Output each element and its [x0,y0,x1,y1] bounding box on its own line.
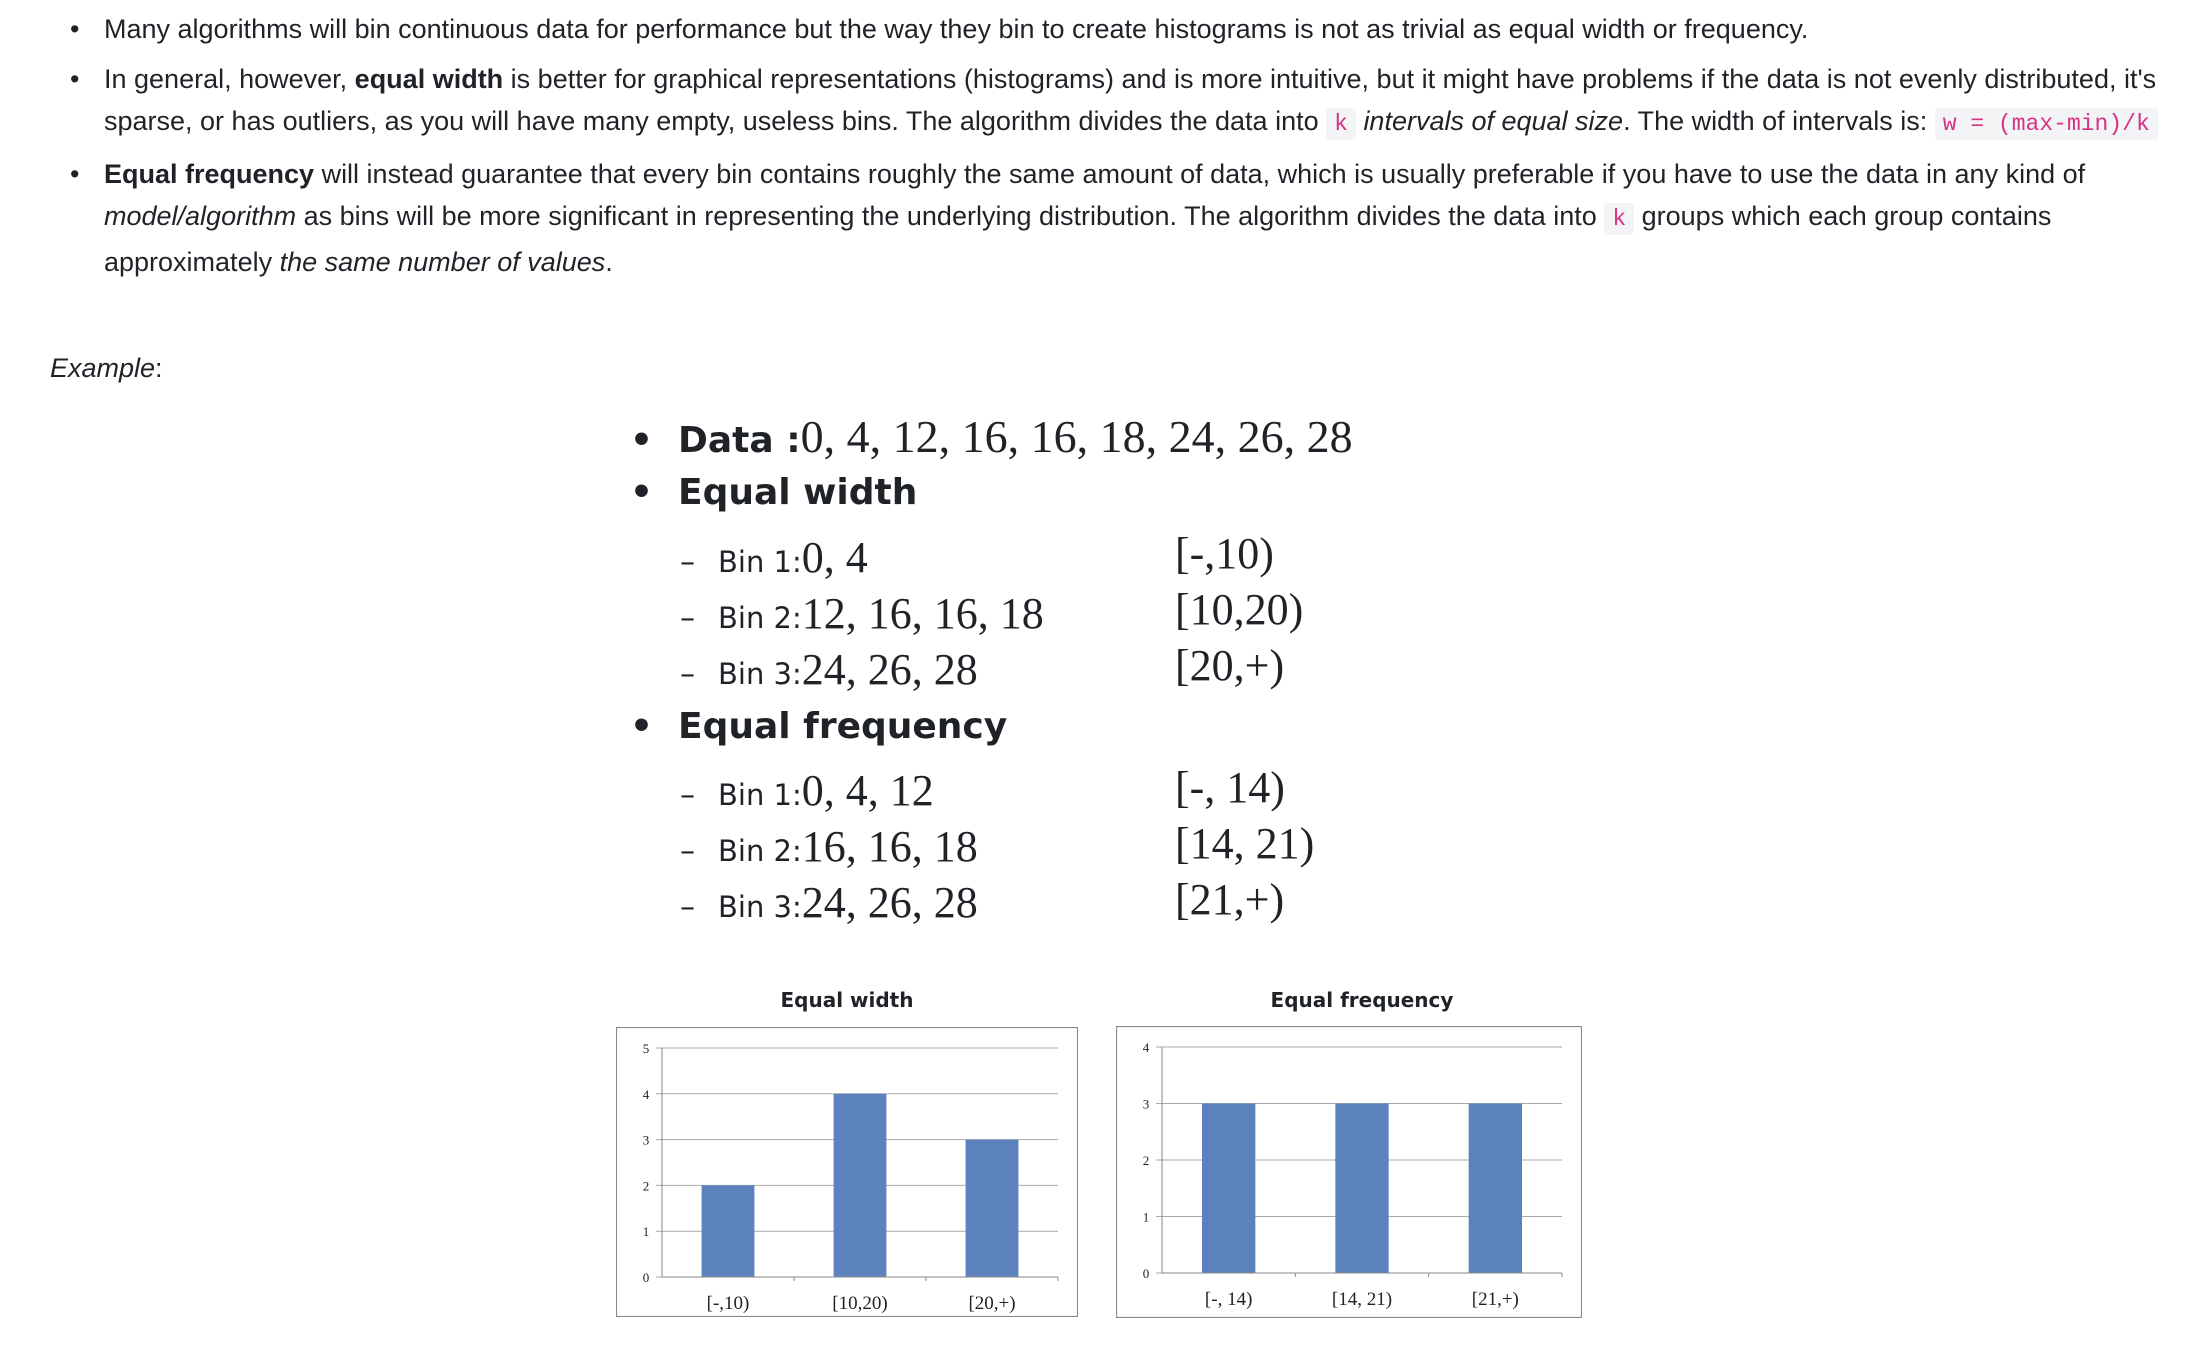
inline-code: k [1326,108,1356,140]
x-tick-label: [20,+) [968,1293,1015,1314]
slide-bin-values: 0, 4 [801,533,868,582]
bullet-text: . [605,246,613,277]
y-tick-label: 2 [643,1178,650,1193]
slide-bin-values: 12, 16, 16, 18 [801,589,1044,638]
y-tick-label: 5 [643,1041,650,1056]
slide-equal-frequency-heading: Equal frequency [678,706,1008,747]
slide-dash: – [680,890,695,925]
italic-text: the same number of values [279,246,606,277]
slide-bin-interval: [21,+) [1175,875,1285,924]
slide-ef-bin-row: – Bin 3: 24, 26, 28 [680,877,978,928]
slide-bullet: • [630,472,654,513]
bullet-text: . The width of intervals is: [1623,106,1935,136]
slide-dash: – [680,778,695,813]
slide-bin-values: 24, 26, 28 [801,645,978,694]
slide-bin-label: Bin 1: [718,545,802,579]
y-tick-label: 4 [643,1087,650,1102]
slide-bin-interval: [-,10) [1175,529,1274,578]
slide-bullet: • [630,420,654,461]
slide-ew-bin-row: – Bin 3: 24, 26, 28 [680,644,978,695]
y-tick-label: 2 [1143,1153,1150,1168]
inline-code: k [1604,203,1635,235]
slide-bullet: • [630,706,654,747]
y-tick-label: 4 [1143,1040,1150,1055]
bullet-text: as bins will be more significant in repr… [296,201,1605,231]
bar [833,1093,887,1277]
x-tick-label: [-, 14) [1205,1289,1252,1310]
slide-bin-label: Bin 3: [718,657,802,691]
bar [701,1185,755,1277]
italic-text: model/algorithm [104,201,297,231]
bar [1202,1103,1256,1273]
slide-dash: – [680,834,695,869]
example-colon: : [155,353,163,383]
slide-equal-frequency-heading-row: • Equal frequency [630,706,1007,747]
slide-bin-interval: [10,20) [1175,585,1304,634]
slide-bin-values: 24, 26, 28 [801,878,978,927]
y-tick-label: 1 [1143,1210,1150,1225]
y-tick-label: 0 [643,1270,650,1285]
x-tick-label: [21,+) [1472,1289,1519,1310]
slide-dash: – [680,545,695,580]
slide-equal-width-heading: Equal width [678,472,918,513]
x-tick-label: [-,10) [707,1293,750,1314]
example-slide: • Data : 0, 4, 12, 16, 16, 18, 24, 26, 2… [620,400,1620,940]
slide-equal-width-heading-row: • Equal width [630,472,917,513]
y-tick-label: 3 [1143,1097,1150,1112]
equal-width-chart: 0 1 2 3 4 5 [-,10) [10,20) [20,+) [616,1027,1078,1317]
bullet-item: Many algorithms will bin continuous data… [54,8,2164,51]
bullet-item: In general, however, equal width is bett… [54,58,2164,146]
bar [1335,1103,1389,1273]
slide-bin-label: Bin 3: [718,890,802,924]
bar [965,1139,1019,1277]
slide-ew-bin-row: – Bin 2: 12, 16, 16, 18 [680,588,1044,639]
bullet-text: will instead guarantee that every bin co… [314,158,2086,189]
bold-term: equal width [354,63,504,94]
slide-bin-label: Bin 2: [718,834,802,868]
slide-bin-label: Bin 2: [718,601,802,635]
bullet-text: groups which each group contains approxi… [104,201,2052,277]
y-tick-label: 3 [643,1133,650,1148]
bullet-item: Equal frequency will instead guarantee t… [54,153,2164,284]
slide-bin-interval: [20,+) [1175,641,1285,690]
slide-bin-interval: [-, 14) [1175,763,1285,812]
x-tick-label: [10,20) [832,1293,887,1314]
slide-data-label: Data : [678,420,801,461]
bold-term: Equal frequency [104,158,315,189]
slide-data-row: • Data : 0, 4, 12, 16, 16, 18, 24, 26, 2… [630,410,1353,463]
bullet-text: Many algorithms will bin continuous data… [104,14,1809,44]
slide-bin-values: 16, 16, 18 [801,822,978,871]
inline-code: w = (max-min)/k [1934,108,2158,140]
chart-title: Equal frequency [1270,988,1454,1012]
x-tick-label: [14, 21) [1332,1289,1392,1310]
slide-dash: – [680,657,695,692]
bullet-text: is better for graphical representations … [104,63,2157,137]
y-tick-label: 1 [643,1224,650,1239]
bullet-list: Many algorithms will bin continuous data… [54,8,2164,290]
slide-ef-bin-row: – Bin 1: 0, 4, 12 [680,765,934,816]
bullet-text: In general, however, [104,63,355,94]
italic-text: intervals of equal size [1363,106,1624,136]
slide-bin-interval: [14, 21) [1175,819,1315,868]
slide-ef-bin-row: – Bin 2: 16, 16, 18 [680,821,978,872]
slide-ew-bin-row: – Bin 1: 0, 4 [680,532,868,583]
example-label: Example: [50,348,163,388]
equal-frequency-chart: 0 1 2 3 4 [-, 14) [14, 21) [21,+) [1116,1026,1582,1318]
slide-dash: – [680,601,695,636]
example-label-text: Example [50,353,156,383]
slide-bin-label: Bin 1: [718,778,802,812]
slide-data-values: 0, 4, 12, 16, 16, 18, 24, 26, 28 [800,411,1353,462]
bar [1468,1103,1522,1273]
slide-bin-values: 0, 4, 12 [801,766,934,815]
chart-title: Equal width [780,988,914,1012]
y-tick-label: 0 [1143,1266,1150,1281]
